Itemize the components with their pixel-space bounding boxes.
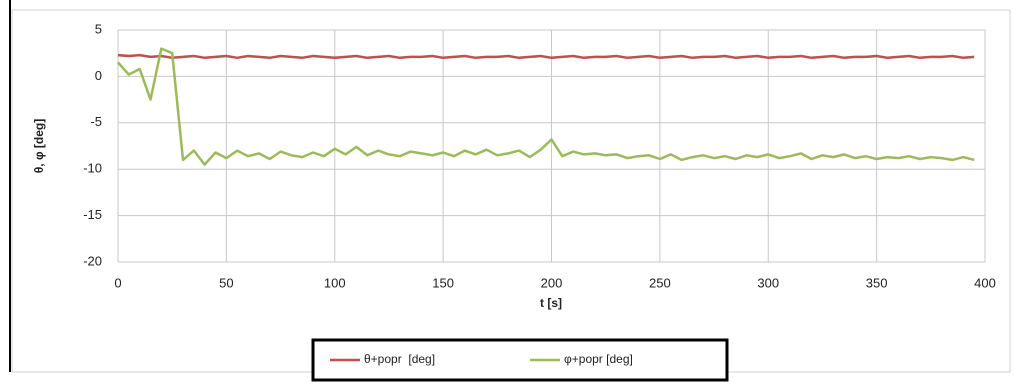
x-axis-label: t [s]: [540, 296, 562, 310]
x-tick-label: 50: [219, 275, 233, 290]
y-tick-label: -10: [83, 161, 102, 176]
y-tick-label: -5: [90, 114, 102, 129]
x-tick-label: 100: [324, 275, 346, 290]
x-tick-label: 350: [866, 275, 888, 290]
series-line: [117, 47, 975, 166]
legend-label: φ+popr [deg]: [564, 352, 633, 366]
chart-frame: [11, 9, 1011, 373]
legend-label: θ+popr [deg]: [364, 352, 435, 366]
y-axis-label: θ, φ [deg]: [32, 119, 46, 173]
legend-box: [311, 338, 729, 382]
series-line: [117, 53, 975, 60]
x-tick-label: 300: [757, 275, 779, 290]
x-tick-label: 200: [541, 275, 563, 290]
x-tick-label: 150: [432, 275, 454, 290]
y-tick-label: 5: [95, 21, 102, 36]
x-tick-label: 0: [114, 275, 121, 290]
y-tick-label: -15: [83, 207, 102, 222]
y-tick-label: -20: [83, 253, 102, 268]
y-tick-label: 0: [95, 68, 102, 83]
x-tick-label: 250: [649, 275, 671, 290]
x-tick-label: 400: [974, 275, 996, 290]
